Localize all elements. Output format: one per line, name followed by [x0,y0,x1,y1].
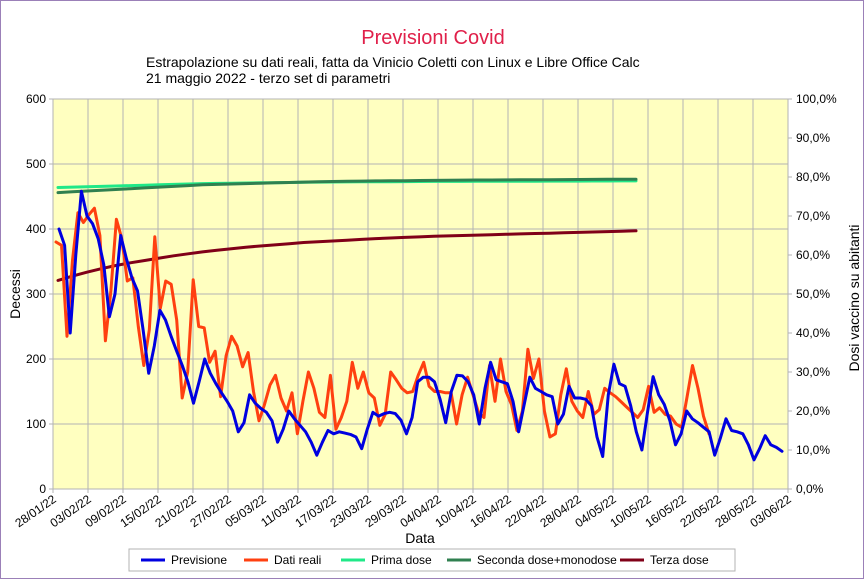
legend-label: Previsione [171,553,227,567]
y-axis-title: Decessi [7,269,23,319]
series-layer [54,177,784,462]
y2-tick-label: 20,0% [796,404,830,418]
legend-label: Dati reali [274,553,321,567]
legend-label: Terza dose [650,553,709,567]
y2-axis-title: Dosi vaccino su abitanti [846,224,862,371]
y2-tick-label: 40,0% [796,326,830,340]
chart-subtitle-line-2: 21 maggio 2022 - terzo set di parametri [146,70,390,86]
y-tick-label: 400 [26,222,46,236]
y2-tick-label: 0,0% [796,482,824,496]
y-tick-label: 200 [26,352,46,366]
y2-tick-label: 50,0% [796,287,830,301]
chart-subtitle-line-1: Estrapolazione su dati reali, fatta da V… [146,54,640,70]
y-axis-left: 0 100 200 300 400 500 600 [26,92,53,496]
legend-box [128,548,736,572]
y2-tick-label: 90,0% [796,131,830,145]
y-tick-label: 500 [26,157,46,171]
y2-tick-label: 100,0% [796,92,837,106]
y-tick-label: 300 [26,287,46,301]
y2-tick-label: 60,0% [796,248,830,262]
series-line-seconda-dose-monodose [56,177,638,195]
y2-tick-label: 80,0% [796,170,830,184]
y2-tick-label: 10,0% [796,443,830,457]
series-line-dati-reali [54,206,711,439]
legend: Previsione Dati reali Prima dose Seconda do… [128,548,736,572]
x-axis: 28/01/2203/02/2209/02/2215/02/2221/02/22… [12,489,794,530]
y-tick-label: 0 [39,482,46,496]
legend-label: Prima dose [371,553,432,567]
x-axis-title: Data [405,530,435,546]
y-tick-label: 100 [26,417,46,431]
y2-tick-label: 70,0% [796,209,830,223]
series-line-previsione [57,189,784,462]
legend-label: Seconda dose+monodose [477,553,617,567]
y2-tick-label: 30,0% [796,365,830,379]
y-tick-label: 600 [26,92,46,106]
y-axis-right: 0,0% 10,0% 20,0% 30,0% 40,0% 50,0% 60,0% 70,0% 8… [788,92,837,496]
chart-title: Previsioni Covid [361,27,504,49]
